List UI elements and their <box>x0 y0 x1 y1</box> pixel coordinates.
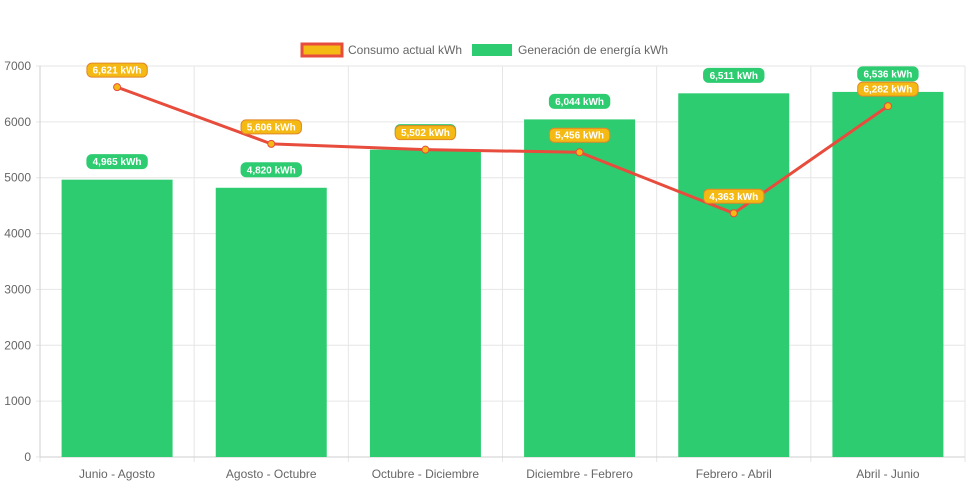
legend-label-generacion[interactable]: Generación de energía kWh <box>518 43 668 57</box>
line-data-label: 5,606 kWh <box>247 122 296 133</box>
line-point[interactable] <box>729 209 738 218</box>
y-tick-label: 7000 <box>4 59 31 73</box>
legend-swatch-generacion[interactable] <box>472 44 512 56</box>
line-data-label: 6,621 kWh <box>93 66 142 77</box>
line-data-label: 5,502 kWh <box>401 128 450 139</box>
line-data-label-bg <box>857 81 919 97</box>
bar-data-label-bg <box>548 93 611 109</box>
bar-data-label-bg <box>703 67 765 83</box>
y-tick-label: 3000 <box>4 282 31 296</box>
line-data-label-bg <box>703 188 765 204</box>
y-tick-label: 1000 <box>4 394 31 408</box>
x-tick-label: Abril - Junio <box>856 467 920 481</box>
line-data-label-bg <box>86 62 148 78</box>
bar-generacion[interactable] <box>678 93 790 457</box>
line-point[interactable] <box>421 145 430 154</box>
line-data-label-bg <box>394 125 457 141</box>
line-point[interactable] <box>267 139 276 148</box>
bar-data-label: 6,511 kWh <box>710 71 758 82</box>
bar-generacion[interactable] <box>369 149 481 457</box>
bar-data-label: 6,044 kWh <box>555 97 604 108</box>
y-tick-label: 2000 <box>4 338 31 352</box>
y-tick-label: 0 <box>24 450 31 464</box>
bar-data-label: 6,536 kWh <box>863 69 912 80</box>
line-point[interactable] <box>883 102 892 111</box>
line-data-label: 6,282 kWh <box>863 85 912 96</box>
line-data-label-bg <box>548 127 611 143</box>
bar-generacion[interactable] <box>524 119 636 458</box>
x-tick-label: Febrero - Abril <box>696 467 772 481</box>
line-point[interactable] <box>113 83 122 92</box>
line-data-label-bg <box>240 119 302 135</box>
x-tick-label: Junio - Agosto <box>79 467 155 481</box>
legend-label-consumo[interactable]: Consumo actual kWh <box>348 43 462 57</box>
x-tick-label: Octubre - Diciembre <box>372 467 480 481</box>
bar-data-label-bg <box>857 66 919 82</box>
y-tick-label: 4000 <box>4 227 31 241</box>
x-tick-label: Diciembre - Febrero <box>526 467 633 481</box>
bar-generacion[interactable] <box>61 179 173 457</box>
bar-generacion[interactable] <box>215 187 327 458</box>
bar-data-label-bg <box>86 154 148 170</box>
x-tick-label: Agosto - Octubre <box>226 467 317 481</box>
line-data-label: 5,456 kWh <box>555 131 604 142</box>
bar-data-label: 4,965 kWh <box>93 157 142 168</box>
bar-data-label: 4,820 kWh <box>247 165 296 176</box>
line-data-label: 4,363 kWh <box>709 192 758 203</box>
legend-swatch-consumo[interactable] <box>300 42 344 58</box>
y-tick-label: 5000 <box>4 171 31 185</box>
bar-generacion[interactable] <box>832 91 944 457</box>
line-point[interactable] <box>575 148 584 157</box>
bar-data-label-bg <box>240 162 302 178</box>
y-tick-label: 6000 <box>4 115 31 129</box>
